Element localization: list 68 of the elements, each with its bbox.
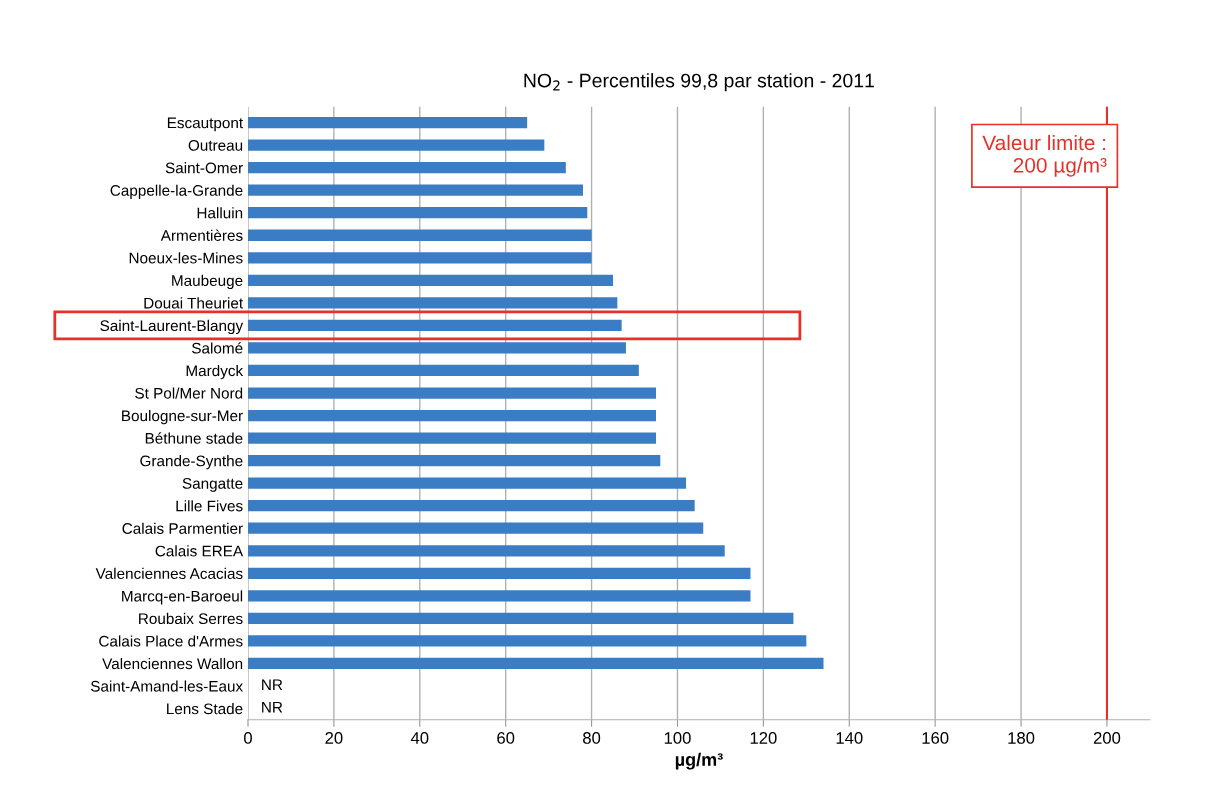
y-tick-label: Roubaix Serres xyxy=(139,612,243,625)
y-tick-label: Halluin xyxy=(197,207,243,219)
bar xyxy=(247,207,588,219)
y-tick-label: Lens Stade xyxy=(167,703,243,715)
y-tick-label: Valenciennes Acacias xyxy=(95,567,243,579)
bar xyxy=(247,342,626,354)
x-tick-label: 60 xyxy=(497,732,515,744)
bar xyxy=(247,590,751,602)
bar xyxy=(247,545,725,557)
x-tick-label: 120 xyxy=(750,732,777,744)
y-tick-label: Maubeuge xyxy=(172,274,243,290)
y-tick-label: Outreau xyxy=(188,139,243,151)
y-tick-label: Douai Theuriet xyxy=(144,297,244,309)
y-tick-label: Escautpont xyxy=(167,117,244,132)
bar xyxy=(247,297,618,309)
y-tick-label: Grande-Synthe xyxy=(140,455,243,470)
y-tick-label: Salomé xyxy=(192,342,243,354)
x-tick-label: 0 xyxy=(244,732,252,744)
bar xyxy=(247,274,614,286)
bar xyxy=(247,319,622,332)
y-tick-label: Valenciennes Wallon xyxy=(102,657,243,670)
x-tick-label: 200 xyxy=(1093,732,1121,744)
bar xyxy=(247,612,794,625)
bar xyxy=(247,252,592,264)
bar xyxy=(247,387,656,399)
bar xyxy=(247,567,751,579)
chart-title: NO$_{2}$ - Percentiles 99,8 par station - 2011 xyxy=(524,73,874,92)
y-tick-label: Cappelle-la-Grande xyxy=(110,184,243,199)
x-tick-label: 140 xyxy=(836,732,863,744)
x-tick-label: 180 xyxy=(1008,732,1035,744)
bar xyxy=(247,432,656,444)
y-tick-label: Noeux-les-Mines xyxy=(129,252,243,264)
bar xyxy=(247,184,583,196)
y-tick-label: Calais EREA xyxy=(155,545,244,557)
y-tick-label: Marcq-en-Baroeul xyxy=(122,590,243,605)
bar xyxy=(247,229,592,241)
ref-line-label: Valeur limite : 200 µg/m³ xyxy=(982,134,1107,177)
y-tick-label: Saint-Amand-les-Eaux xyxy=(90,680,243,692)
bar xyxy=(247,454,661,467)
y-tick-label: Calais Place d'Armes xyxy=(99,635,243,647)
y-tick-label: Calais Parmentier xyxy=(122,522,243,534)
bar xyxy=(247,409,656,422)
x-tick-label: 160 xyxy=(922,732,949,744)
bar xyxy=(247,139,545,151)
bar xyxy=(247,635,807,647)
y-tick-label: Mardyck xyxy=(186,364,244,380)
y-tick-label: Boulogne-sur-Mer xyxy=(122,410,243,425)
bar xyxy=(247,500,695,512)
y-tick-label: St Pol/Mer Nord xyxy=(135,387,243,399)
x-axis-title: µg/m³ xyxy=(675,752,723,770)
bar xyxy=(247,162,566,174)
x-tick-label: 80 xyxy=(583,732,601,744)
bar xyxy=(247,477,687,489)
y-tick-label: Saint-Laurent-Blangy xyxy=(100,319,244,335)
y-tick-label: Sangatte xyxy=(182,478,243,492)
bar xyxy=(247,364,639,377)
bar xyxy=(247,657,824,670)
x-tick-label: 100 xyxy=(664,732,691,744)
annotation: NR xyxy=(262,701,283,713)
y-tick-label: Béthune stade xyxy=(145,432,243,444)
y-tick-label: Armentières xyxy=(160,229,243,241)
bar xyxy=(247,522,704,534)
bar xyxy=(247,116,528,129)
x-tick-label: 40 xyxy=(410,732,429,744)
y-tick-label: Saint-Omer xyxy=(165,162,243,174)
x-tick-label: 20 xyxy=(325,732,343,744)
annotation: NR xyxy=(262,679,283,690)
y-tick-label: Lille Fives xyxy=(176,500,243,512)
